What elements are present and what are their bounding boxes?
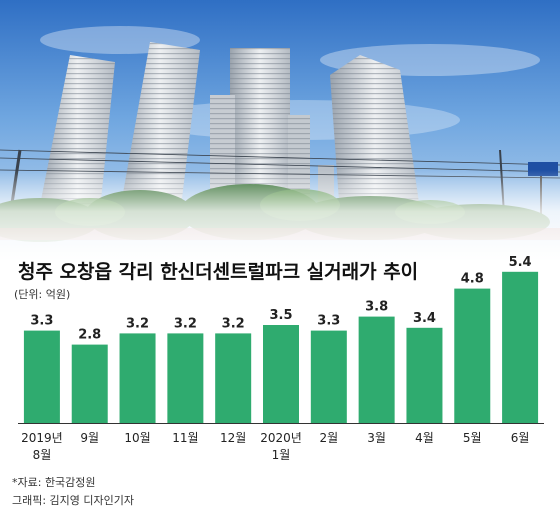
bar <box>454 288 491 423</box>
bar-value-label: 3.2 <box>126 316 149 331</box>
bar <box>310 330 347 423</box>
source-note: *자료: 한국감정원 <box>12 476 96 489</box>
graphic-credit: 그래픽: 김지영 디자인기자 <box>12 494 135 507</box>
bar <box>215 333 252 423</box>
bar <box>406 327 443 423</box>
bar-value-label: 3.3 <box>30 314 53 329</box>
bar-value-label: 5.4 <box>509 255 532 270</box>
bar-value-label: 3.3 <box>317 314 340 329</box>
bar <box>502 271 539 423</box>
bar-value-label: 2.8 <box>78 328 101 343</box>
bar-value-label: 3.8 <box>365 300 388 315</box>
x-tick-label: 11월 <box>172 431 198 445</box>
x-tick-label: 2019년 <box>21 431 63 445</box>
bar <box>358 316 395 423</box>
unit-note: (단위: 억원) <box>14 288 71 301</box>
x-tick-label: 8월 <box>33 448 52 462</box>
bar <box>167 333 204 423</box>
apartment-photo <box>0 0 560 262</box>
bar <box>119 333 156 423</box>
bar <box>71 344 108 423</box>
x-tick-label: 3월 <box>367 431 386 445</box>
bar <box>263 325 299 423</box>
bar-value-label: 3.2 <box>174 316 197 331</box>
bar <box>23 330 60 423</box>
x-tick-label: 6월 <box>511 431 530 445</box>
x-tick-label: 10월 <box>124 431 150 445</box>
x-tick-label: 9월 <box>80 431 99 445</box>
x-tick-label: 2월 <box>319 431 338 445</box>
x-tick-label: 5월 <box>463 431 482 445</box>
bar-value-label: 3.2 <box>222 316 245 331</box>
bar-chart: 3.3 2019년 8월 2.8 9월 3.2 10월 3.2 11월 3.2 12월 3.5 2020… <box>18 255 544 462</box>
x-tick-label: 2020년 <box>260 431 302 445</box>
bar-value-label: 3.5 <box>269 308 292 323</box>
x-tick-label: 12월 <box>220 431 246 445</box>
chart-title: 청주 오창읍 각리 한신더센트럴파크 실거래가 추이 <box>18 261 419 283</box>
bar-value-label: 3.4 <box>413 311 436 326</box>
x-tick-label: 4월 <box>415 431 434 445</box>
bar-value-label: 4.8 <box>461 272 484 287</box>
x-tick-label: 1월 <box>272 448 291 462</box>
